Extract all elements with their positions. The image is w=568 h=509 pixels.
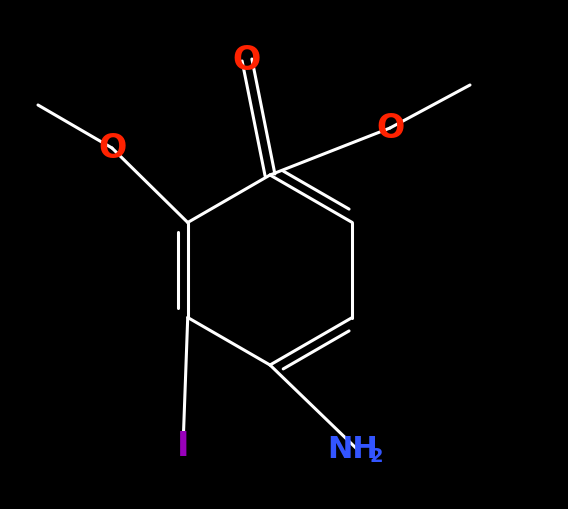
Text: 2: 2 <box>369 447 383 467</box>
Text: I: I <box>177 431 189 464</box>
Text: O: O <box>376 111 404 145</box>
Text: NH: NH <box>328 436 378 465</box>
Text: O: O <box>233 43 261 76</box>
Text: O: O <box>98 131 126 164</box>
